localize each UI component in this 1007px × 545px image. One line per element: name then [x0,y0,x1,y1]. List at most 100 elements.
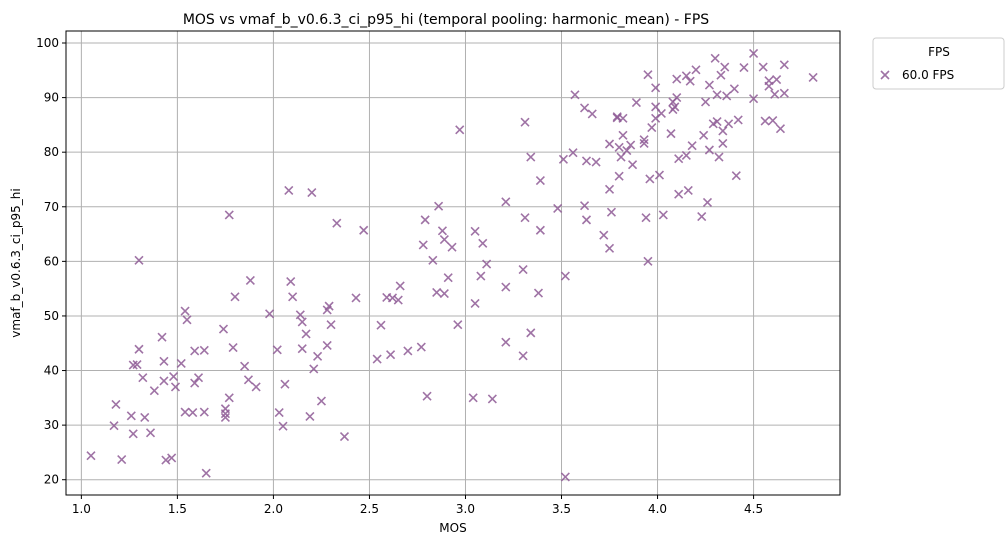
data-point-x-marker [639,138,649,149]
data-point-x-marker [651,83,661,93]
data-point-x-marker [622,145,632,156]
data-point-x-marker [111,399,121,409]
data-point-x-marker [702,197,713,207]
data-point-x-marker [710,53,720,63]
data-point-x-marker [280,379,290,389]
y-tick-label: 30 [44,418,59,432]
data-point-x-marker [666,129,676,139]
data-point-x-marker [604,139,615,149]
data-point-x-marker [201,468,211,478]
data-point-x-marker [487,394,497,404]
data-point-x-marker [760,116,770,126]
data-point-x-marker [712,90,722,100]
data-point-x-marker [386,350,396,360]
data-point-x-marker [587,109,597,119]
data-point-x-marker [681,71,691,81]
data-point-x-marker [626,140,636,150]
legend-marker-x-icon [880,70,890,80]
data-point-x-marker [176,358,186,369]
data-point-x-marker [618,130,628,140]
data-point-x-marker [749,48,759,58]
legend-title: FPS [928,45,950,59]
data-point-x-marker [560,472,570,482]
data-point-x-marker [520,213,530,223]
x-tick-label: 4.5 [744,502,763,516]
data-point-x-marker [393,295,403,305]
data-point-x-marker [718,138,728,149]
data-point-x-marker [681,150,691,161]
data-point-x-marker [230,292,240,302]
legend-entry-label: 60.0 FPS [902,68,954,82]
data-point-x-marker [724,119,734,129]
data-point-x-marker [482,259,492,269]
data-point-x-marker [149,386,159,396]
data-point-x-marker [654,170,665,180]
data-point-x-marker [558,154,568,164]
data-point-x-marker [170,382,181,392]
data-point-x-marker [643,256,653,266]
data-point-x-marker [220,409,230,419]
data-point-x-marker [305,411,315,421]
data-point-x-marker [418,240,428,250]
data-point-x-marker [674,154,684,164]
y-tick-label: 60 [44,254,59,268]
data-point-x-marker [658,210,668,220]
data-point-x-marker [518,351,528,361]
data-point-x-marker [501,337,511,347]
data-point-x-marker [768,115,778,126]
data-point-x-marker [387,293,398,303]
data-point-x-marker [570,90,580,100]
data-point-x-marker [140,412,150,423]
data-point-x-marker [614,142,624,152]
data-point-x-marker [324,301,334,311]
data-point-x-marker [468,393,478,403]
data-point-x-marker [579,103,590,113]
data-point-x-marker [674,189,684,199]
data-point-x-marker [86,451,96,461]
data-point-x-marker [704,145,714,155]
data-point-x-marker [687,141,697,151]
data-point-x-marker [639,135,649,145]
data-point-x-marker [476,271,486,281]
data-point-x-marker [265,309,275,319]
data-point-x-marker [432,287,442,298]
y-tick-label: 50 [44,309,59,323]
data-point-x-marker [729,84,739,94]
data-point-x-marker [641,213,651,223]
data-point-x-marker [772,75,782,85]
data-point-x-marker [579,201,590,211]
data-point-x-marker [739,63,749,73]
data-point-x-marker [278,421,288,431]
data-point-x-marker [134,255,144,265]
data-point-x-marker [478,238,488,248]
data-point-x-marker [697,212,707,222]
data-point-x-marker [535,225,545,235]
data-point-x-marker [612,112,622,122]
data-point-x-marker [535,176,545,186]
plot-area-frame [65,30,841,496]
data-point-x-marker [301,329,311,339]
data-point-x-marker [606,207,617,217]
data-point-x-marker [251,382,261,392]
data-point-x-marker [145,428,156,438]
data-point-x-marker [332,218,342,228]
data-point-x-marker [685,76,695,86]
data-point-x-marker [224,393,234,403]
data-point-x-marker [297,344,307,354]
data-point-x-marker [128,429,138,439]
data-point-x-marker [447,242,457,252]
data-point-x-marker [501,282,511,292]
x-tick-label: 1.5 [168,502,187,516]
data-point-x-marker [526,152,536,162]
data-point-x-marker [416,342,426,352]
data-point-x-marker [716,70,726,80]
data-point-x-marker [157,332,167,342]
data-point-x-marker [453,320,463,330]
data-point-x-marker [683,185,693,195]
data-point-x-marker [372,354,382,364]
data-point-x-marker [691,65,701,75]
data-point-x-marker [159,356,169,366]
data-point-x-marker [560,271,570,281]
